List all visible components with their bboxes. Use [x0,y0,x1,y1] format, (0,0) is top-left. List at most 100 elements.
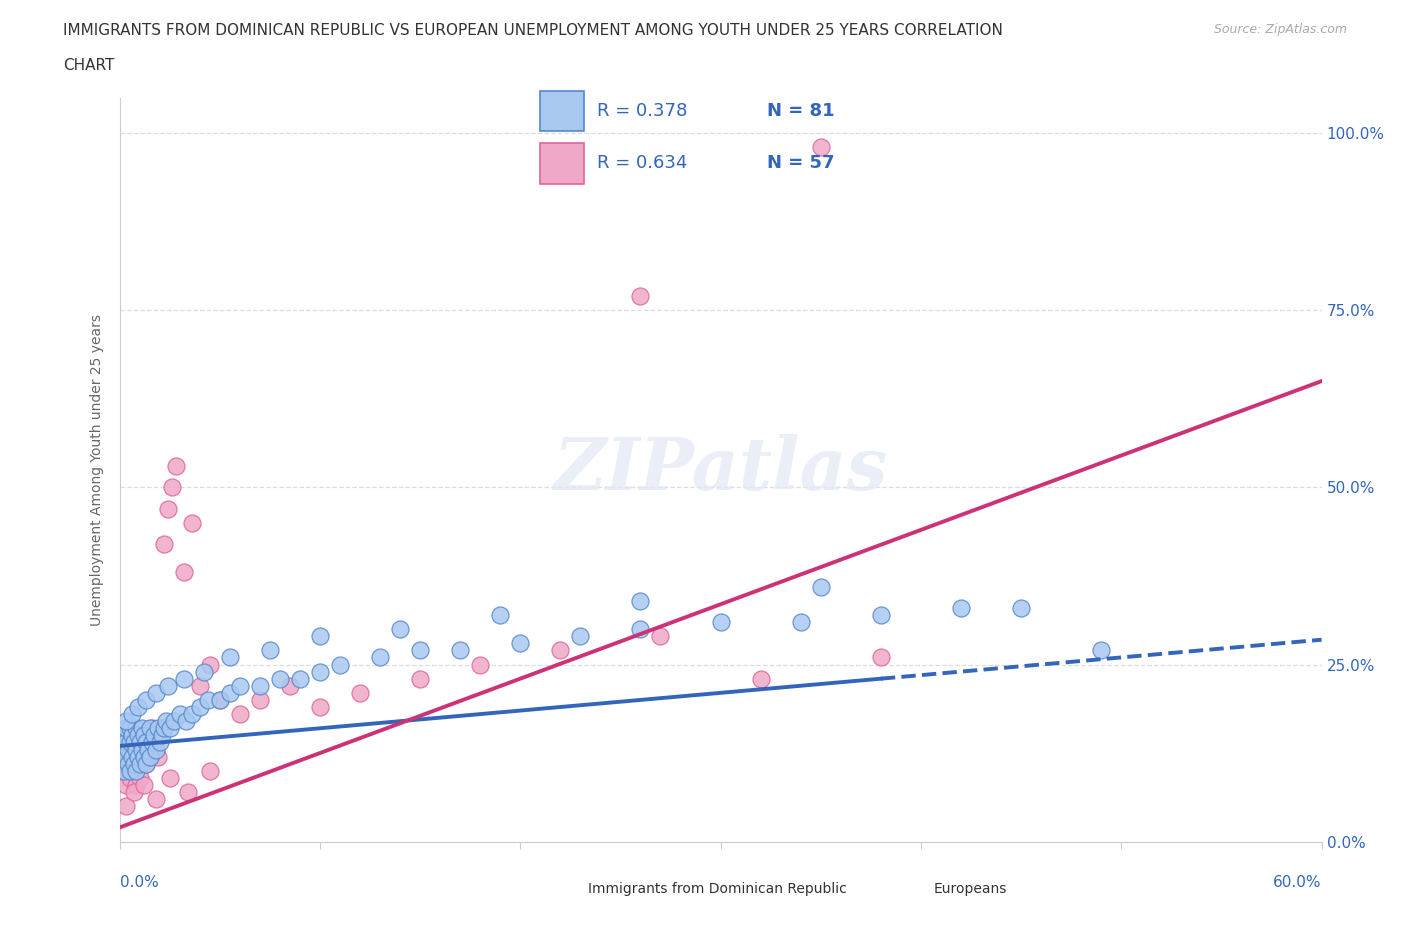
Point [136,742,159,757]
Point [869,650,893,665]
Point [349,685,371,700]
Point [145,728,167,743]
Point [193,664,215,679]
Point [122,735,145,750]
Point [156,501,179,516]
Point [1090,643,1112,658]
Point [152,721,174,736]
Point [121,750,143,764]
Text: R = 0.634: R = 0.634 [598,154,688,172]
Point [149,735,172,750]
Point [122,735,145,750]
Point [127,728,149,743]
Point [630,288,652,303]
Text: N = 57: N = 57 [768,154,835,172]
Point [149,721,172,736]
Point [950,601,973,616]
Point [112,735,135,750]
Point [117,728,139,743]
Point [132,777,155,792]
Point [127,756,149,771]
Point [146,750,169,764]
Point [117,756,139,771]
Bar [540,91,583,131]
Point [136,735,159,750]
Point [156,678,179,693]
Point [198,658,221,672]
Point [110,750,132,764]
Point [128,735,150,750]
Text: N = 81: N = 81 [768,102,835,120]
Text: 0.0%: 0.0% [120,875,159,890]
Point [145,685,167,700]
Point [138,750,160,764]
Text: 60.0%: 60.0% [1274,875,1322,890]
Point [131,742,153,757]
Point [122,764,145,778]
Point [124,721,146,736]
Point [749,671,772,686]
Point [122,785,145,800]
Text: Immigrants from Dominican Republic: Immigrants from Dominican Republic [588,882,846,897]
Point [114,713,136,728]
Point [142,742,165,757]
Point [165,458,187,473]
Point [309,699,332,714]
Point [228,707,252,722]
Point [709,615,731,630]
Point [112,764,135,778]
Point [160,480,183,495]
Point [118,721,141,736]
Bar [540,143,583,184]
Point [409,671,432,686]
Point [114,735,136,750]
Point [449,643,471,658]
Point [145,742,167,757]
Point [509,636,531,651]
Point [368,650,391,665]
Point [114,777,136,792]
Point [188,699,211,714]
Point [135,756,157,771]
Point [309,629,332,644]
Point [121,721,143,736]
Point [208,693,231,708]
Point [489,607,512,622]
Point [128,770,150,785]
Point [114,742,136,757]
Point [117,756,139,771]
Point [124,764,146,778]
Point [1010,601,1032,616]
Point [121,728,143,743]
Point [468,658,492,672]
Point [114,721,136,736]
Point [790,615,813,630]
Point [180,515,202,530]
Point [218,685,240,700]
Point [127,750,149,764]
Point [155,713,177,728]
Point [114,750,136,764]
Point [388,621,412,636]
Point [630,621,652,636]
Point [176,785,198,800]
Point [550,643,572,658]
Text: R = 0.378: R = 0.378 [598,102,688,120]
Point [112,764,135,778]
Point [127,699,149,714]
Point [197,693,219,708]
Point [131,750,153,764]
Point [128,735,150,750]
Point [569,629,592,644]
Point [132,728,155,743]
Point [124,742,146,757]
Point [138,750,160,764]
Point [309,664,332,679]
Point [269,671,291,686]
Point [132,728,155,743]
Point [228,678,252,693]
Point [124,742,146,757]
Point [128,756,150,771]
Point [249,678,271,693]
Point [869,607,893,622]
